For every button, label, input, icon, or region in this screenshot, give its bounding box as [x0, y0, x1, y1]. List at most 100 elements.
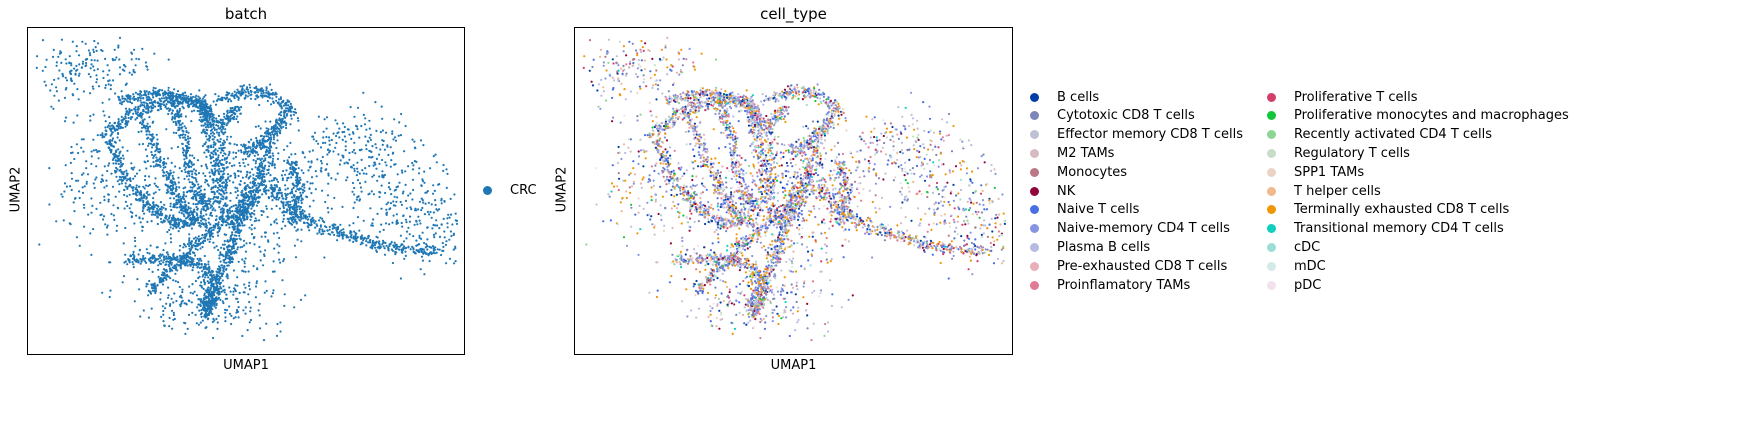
scatter-point [55, 220, 58, 223]
scatter-point [140, 123, 144, 126]
scatter-point [141, 47, 144, 50]
scatter-point [154, 105, 157, 108]
scatter-point [106, 142, 109, 145]
scatter-point [135, 172, 139, 175]
scatter-point [206, 115, 209, 119]
scatter-point [100, 178, 103, 181]
scatter-point [254, 125, 257, 128]
scatter-point [135, 214, 138, 217]
scatter-point [48, 203, 51, 206]
scatter-point [70, 64, 73, 67]
scatter-point [280, 121, 283, 124]
scatter-point [186, 149, 189, 152]
scatter-point [152, 120, 155, 123]
scatter-point [222, 125, 225, 128]
scatter-point [183, 136, 186, 139]
scatter-point [78, 196, 81, 200]
scatter-point [205, 304, 208, 307]
scatter-point [381, 243, 384, 246]
scatter-point [235, 204, 238, 207]
scatter-point [158, 148, 161, 151]
scatter-point [232, 157, 235, 160]
scatter-point [130, 102, 133, 105]
scatter-point [425, 252, 428, 255]
scatter-point [85, 167, 88, 170]
scatter-point [92, 48, 95, 51]
scatter-point [104, 120, 107, 123]
scatter-point [197, 221, 200, 224]
scatter-point [275, 132, 279, 135]
scatter-point [148, 90, 151, 94]
scatter-point [89, 67, 92, 70]
scatter-point [393, 246, 396, 249]
scatter-point [355, 237, 358, 240]
scatter-point [232, 181, 235, 184]
scatter-point [225, 293, 228, 296]
scatter-point [168, 97, 171, 100]
scatter-point [182, 98, 185, 101]
scatter-point [161, 278, 164, 281]
scatter-point [205, 291, 208, 294]
scatter-point [287, 104, 290, 107]
scatter-point [167, 176, 171, 179]
scatter-point [283, 258, 286, 261]
scatter-point [203, 95, 206, 98]
scatter-point [124, 107, 128, 110]
scatter-point [178, 227, 182, 230]
scatter-point [133, 222, 136, 225]
scatter-point [186, 264, 189, 267]
scatter-point [246, 86, 249, 89]
scatter-point [254, 162, 257, 165]
scatter-point [225, 219, 228, 222]
scatter-point [185, 96, 188, 99]
scatter-point [142, 206, 145, 210]
scatter-point [182, 136, 185, 139]
scatter-point [211, 170, 214, 173]
scatter-point [124, 182, 127, 185]
scatter-point [204, 267, 207, 270]
scatter-point [151, 207, 154, 210]
scatter-point [297, 197, 300, 201]
scatter-point [142, 124, 145, 127]
scatter-point [176, 255, 179, 258]
scatter-point [172, 104, 175, 107]
scatter-point [248, 241, 251, 245]
scatter-point [394, 253, 397, 256]
scatter-point [242, 161, 245, 165]
scatter-point [101, 179, 105, 182]
scatter-point [149, 133, 153, 136]
scatter-point [207, 281, 210, 285]
scatter-point [210, 146, 213, 149]
scatter-point [208, 134, 211, 137]
scatter-point [181, 201, 184, 204]
scatter-point [148, 125, 152, 128]
scatter-point [289, 164, 292, 167]
scatter-point [256, 267, 259, 270]
scatter-point [139, 262, 142, 265]
scatter-point [242, 84, 245, 87]
scatter-point [190, 197, 193, 200]
scatter-point [142, 108, 145, 111]
scatter-point [155, 133, 158, 136]
scatter-point [157, 254, 161, 257]
scatter-point [223, 96, 226, 99]
scatter-point [172, 177, 175, 180]
scatter-point [208, 139, 211, 142]
scatter-point [144, 260, 147, 263]
scatter-point [257, 125, 260, 128]
scatter-point [163, 203, 166, 206]
scatter-point [211, 134, 214, 137]
scatter-point [272, 154, 275, 157]
scatter-point [341, 237, 344, 240]
scatter-point [146, 208, 149, 211]
scatter-point [225, 191, 228, 194]
scatter-point [127, 113, 130, 116]
scatter-point [219, 260, 222, 263]
scatter-point [220, 96, 224, 99]
scatter-point [276, 126, 279, 129]
scatter-point [193, 109, 196, 112]
scatter-point [182, 100, 185, 103]
scatter-point [92, 182, 95, 185]
scatter-point [154, 153, 157, 156]
scatter-point [219, 285, 222, 288]
